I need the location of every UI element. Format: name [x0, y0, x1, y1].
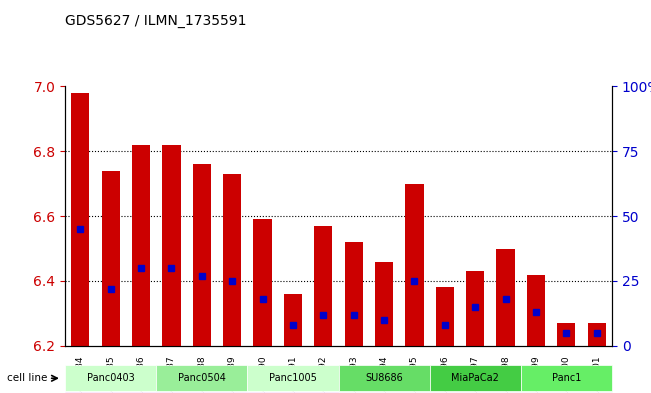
Text: Panc0504: Panc0504	[178, 373, 226, 383]
Bar	[588, 323, 606, 346]
Bar	[314, 226, 333, 346]
Text: cell line: cell line	[7, 373, 47, 383]
Bar	[132, 145, 150, 346]
Bar	[466, 271, 484, 346]
Bar	[436, 287, 454, 346]
Bar	[253, 219, 271, 346]
Text: SU8686: SU8686	[365, 373, 403, 383]
Bar	[102, 171, 120, 346]
Text: Panc1005: Panc1005	[269, 373, 317, 383]
Bar	[527, 274, 545, 346]
Text: Panc1: Panc1	[551, 373, 581, 383]
Bar	[223, 174, 242, 346]
Bar	[406, 184, 424, 346]
Bar	[344, 242, 363, 346]
Bar	[71, 93, 89, 346]
Bar	[375, 261, 393, 346]
Text: Panc0403: Panc0403	[87, 373, 135, 383]
Bar	[284, 294, 302, 346]
Bar	[162, 145, 180, 346]
Bar	[193, 164, 211, 346]
Bar	[557, 323, 575, 346]
Text: MiaPaCa2: MiaPaCa2	[451, 373, 499, 383]
Text: GDS5627 / ILMN_1735591: GDS5627 / ILMN_1735591	[65, 14, 247, 28]
Bar	[497, 248, 515, 346]
